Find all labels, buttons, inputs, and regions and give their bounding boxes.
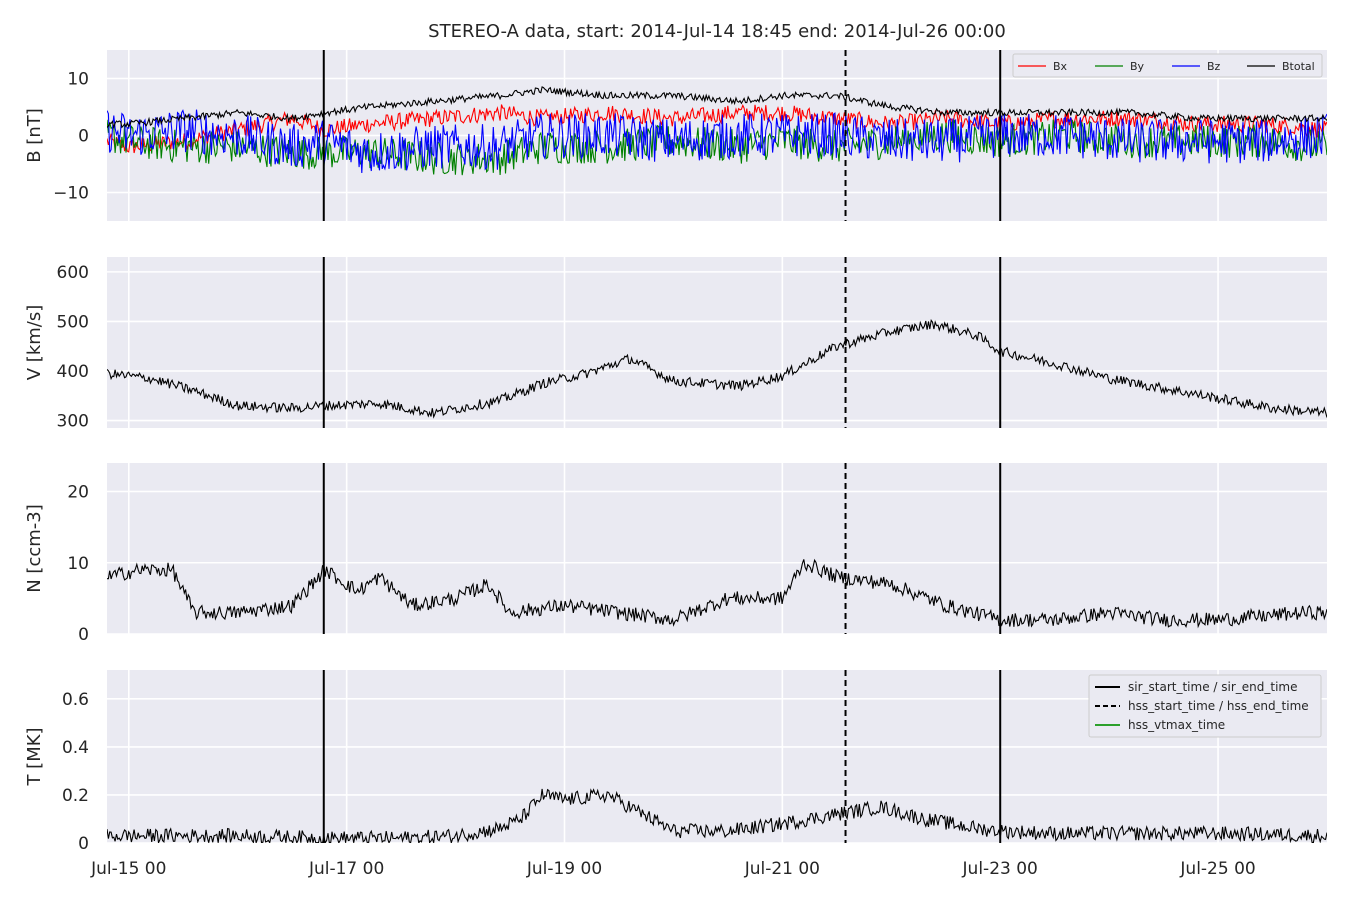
series-line [107, 558, 1327, 629]
event-legend: sir_start_time / sir_end_time hss_start_t… [1088, 674, 1322, 738]
y-axis-label: V [km/s] [24, 305, 45, 380]
legend-label: hss_start_time / hss_end_time [1128, 699, 1309, 713]
y-tick-label: 0 [78, 834, 89, 854]
series-line-bx [107, 103, 1327, 154]
panel-3: 0 10 20 N [ccm-3] [24, 463, 1327, 645]
x-tick-label: Jul-17 00 [308, 859, 384, 879]
y-axis-label: T [MK] [24, 727, 45, 786]
y-tick-label: 10 [67, 70, 89, 90]
series-line [107, 319, 1327, 419]
panel-1: −10 0 10 B [nT] Bx By Bz Btotal [24, 50, 1327, 221]
panels: −10 0 10 B [nT] Bx By Bz Btotal 300 400 500 600 V [k… [24, 50, 1327, 854]
x-axis-ticks: Jul-15 00 Jul-17 00 Jul-19 00 Jul-21 00 Jul-… [90, 859, 1256, 879]
legend-label: sir_start_time / sir_end_time [1128, 680, 1298, 694]
series-group [107, 558, 1327, 629]
y-tick-label: 0.2 [62, 786, 89, 806]
series-group [107, 319, 1327, 419]
y-tick-label: 0.4 [62, 738, 89, 758]
legend-label-by: By [1130, 60, 1145, 73]
y-tick-label: 20 [67, 483, 89, 503]
y-axis-label: N [ccm-3] [24, 504, 45, 593]
y-tick-label: 500 [57, 312, 89, 332]
series-line-btotal [107, 86, 1327, 130]
x-tick-label: Jul-15 00 [90, 859, 166, 879]
legend-frame [1012, 53, 1323, 78]
y-tick-label: 10 [67, 554, 89, 574]
plot-background [107, 257, 1327, 428]
series-group [107, 86, 1327, 176]
y-tick-label: 0.6 [62, 690, 89, 710]
y-tick-label: 300 [57, 412, 89, 432]
legend-label-bz: Bz [1207, 60, 1221, 73]
panel-2: 300 400 500 600 V [km/s] [24, 257, 1327, 432]
legend-label-bx: Bx [1053, 60, 1068, 73]
y-axis-label: B [nT] [24, 108, 45, 163]
series-legend: Bx By Bz Btotal [1012, 53, 1323, 78]
y-tick-label: 0 [78, 127, 89, 147]
x-tick-label: Jul-25 00 [1179, 859, 1255, 879]
y-tick-label: 0 [78, 625, 89, 645]
figure-title: STEREO-A data, start: 2014-Jul-14 18:45 … [428, 21, 1006, 42]
legend-label: hss_vtmax_time [1128, 718, 1225, 732]
y-tick-label: 600 [57, 263, 89, 283]
x-tick-label: Jul-21 00 [744, 859, 820, 879]
series-line-bz [107, 109, 1327, 174]
series-group [107, 788, 1327, 843]
x-tick-label: Jul-23 00 [962, 859, 1038, 879]
y-tick-label: 400 [57, 362, 89, 382]
series-line [107, 788, 1327, 843]
panel-4: 0 0.2 0.4 0.6 T [MK] sir_start_time / sir_end… [24, 670, 1327, 854]
legend-frame [1088, 674, 1322, 738]
legend-label-btotal: Btotal [1282, 60, 1315, 73]
x-tick-label: Jul-19 00 [526, 859, 602, 879]
y-tick-label: −10 [53, 184, 89, 204]
